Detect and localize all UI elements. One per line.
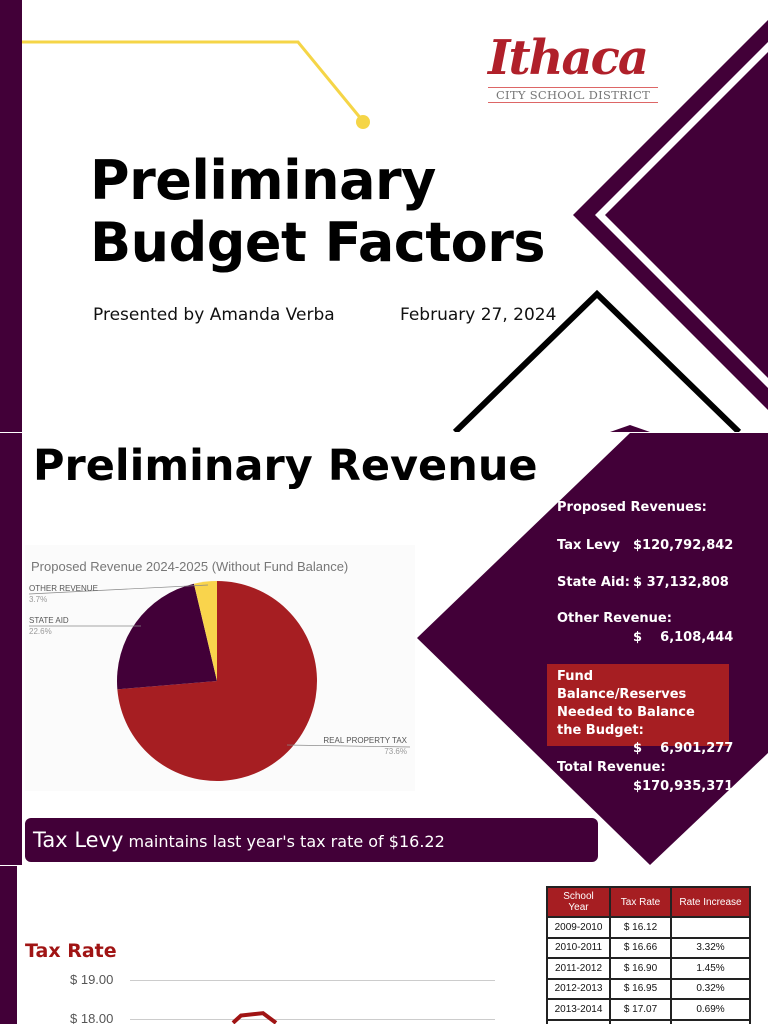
table-cell: $ 17.07 <box>609 998 672 1021</box>
y-tick-19: $ 19.00 <box>70 972 114 987</box>
presenter: Presented by Amanda Verba <box>93 305 335 325</box>
revenue-diamond <box>417 433 768 865</box>
state-aid-value: $ 37,132,808 <box>633 575 729 590</box>
tax-rate-chart-title: Tax Rate <box>25 940 117 962</box>
revenues-heading: Proposed Revenues: <box>557 500 707 515</box>
district-logo: Ithaca <box>488 30 649 86</box>
tax-levy-value: $120,792,842 <box>633 538 734 553</box>
table-row: 2012-2013 $ 16.95 0.32% <box>546 977 751 1000</box>
total-revenue-value: $170,935,371 <box>633 779 734 794</box>
gridline <box>130 1019 495 1020</box>
title-line-1: Preliminary <box>90 149 436 212</box>
label-real-property-tax: REAL PROPERTY TAX <box>323 736 407 745</box>
table-cell: 2013-2014 <box>546 998 611 1021</box>
table-cell: 0.69% <box>670 998 751 1021</box>
district-logo-subtitle: CITY SCHOOL DISTRICT <box>488 87 658 103</box>
black-triangle-outline <box>452 289 742 432</box>
pie-slice-other-revenue <box>193 581 217 681</box>
pct-real-property-tax: 73.6% <box>384 747 407 756</box>
table-row: 2011-2012 $ 16.90 1.45% <box>546 957 751 980</box>
table-row: 2014-2015$ 18.095.95% <box>546 1018 751 1024</box>
table-cell: $ 16.66 <box>609 936 672 959</box>
slide-title: Preliminary Revenue <box>33 441 538 491</box>
fund-balance-box: Fund Balance/Reserves Needed to Balance … <box>547 664 733 756</box>
tax-levy-banner: Tax Levy maintains last year's tax rate … <box>25 818 598 862</box>
title-slide: Ithaca CITY SCHOOL DISTRICT Preliminary … <box>0 0 768 432</box>
table-cell: 2011-2012 <box>546 957 611 980</box>
tax-rate-series <box>231 1011 278 1024</box>
gridline <box>130 980 495 981</box>
yellow-dot <box>356 115 370 129</box>
table-row: 2009-2010 $ 16.12 <box>546 916 751 939</box>
leader-line <box>286 744 411 748</box>
label-state-aid: STATE AID <box>29 616 69 625</box>
yellow-line <box>22 40 364 121</box>
pie-slice-state-aid <box>117 583 217 690</box>
table-cell: $ 16.90 <box>609 957 672 980</box>
fund-balance-value: $ 6,901,277 <box>633 741 734 756</box>
table-cell: 2009-2010 <box>546 916 611 939</box>
table-cell: 3.32% <box>670 936 751 959</box>
presentation-date: February 27, 2024 <box>400 305 557 325</box>
table-cell: 2012-2013 <box>546 977 611 1000</box>
pie-slice-real-property-tax <box>117 581 317 781</box>
left-accent-bar <box>0 866 17 1024</box>
banner-text: maintains last year's tax rate of $16.22 <box>123 832 445 851</box>
table-cell: $ 16.12 <box>609 916 672 939</box>
pct-state-aid: 22.6% <box>29 627 52 636</box>
column-header: School Year <box>546 886 611 918</box>
banner-lead: Tax Levy <box>33 828 124 852</box>
table-row: 2013-2014 $ 17.07 0.69% <box>546 998 751 1021</box>
fund-balance-label: Fund Balance/Reserves Needed to Balance … <box>557 669 695 738</box>
table-cell: 5.95% <box>670 1018 751 1024</box>
table-cell: 2010-2011 <box>546 936 611 959</box>
table-row: 2010-2011 $ 16.66 3.32% <box>546 936 751 959</box>
tax-levy-label: Tax Levy <box>557 538 620 553</box>
decorative-shapes <box>22 20 768 432</box>
table-cell: 2014-2015 <box>546 1018 611 1024</box>
slide-title: Preliminary Budget Factors <box>90 149 546 274</box>
table-cell: $ 16.95 <box>609 977 672 1000</box>
table-cell: 0.32% <box>670 977 751 1000</box>
chart-title: Proposed Revenue 2024-2025 (Without Fund… <box>31 559 349 574</box>
pct-other-revenue: 3.7% <box>29 595 48 604</box>
table-cell: $ 18.09 <box>609 1018 672 1024</box>
y-tick-18: $ 18.00 <box>70 1011 114 1024</box>
label-other-revenue: OTHER REVENUE <box>29 584 98 593</box>
title-line-2: Budget Factors <box>90 211 546 274</box>
left-accent-bar <box>0 0 22 432</box>
state-aid-label: State Aid: <box>557 575 630 590</box>
left-accent-bar <box>0 433 22 865</box>
tax-rate-line <box>231 1011 278 1024</box>
table-cell: 1.45% <box>670 957 751 980</box>
leader-line <box>28 584 209 595</box>
other-revenue-label: Other Revenue: <box>557 611 672 626</box>
total-revenue-label: Total Revenue: <box>557 760 666 775</box>
pie-svg <box>28 581 411 781</box>
column-header: Tax Rate <box>609 886 672 918</box>
purple-diamond <box>605 52 768 378</box>
other-revenue-value: $ 6,108,444 <box>633 630 734 645</box>
revenue-pie-chart: Proposed Revenue 2024-2025 (Without Fund… <box>25 545 415 791</box>
revenue-slide: Preliminary Revenue Proposed Revenue 202… <box>0 433 768 865</box>
column-header: Rate Increase <box>670 886 751 918</box>
table-cell <box>670 916 751 939</box>
tax-rate-table: School Year Tax Rate Rate Increase 2009-20… <box>546 886 751 1024</box>
tax-rate-slide: Tax Rate $ 19.00 $ 18.00 School Year Tax … <box>0 866 768 1024</box>
